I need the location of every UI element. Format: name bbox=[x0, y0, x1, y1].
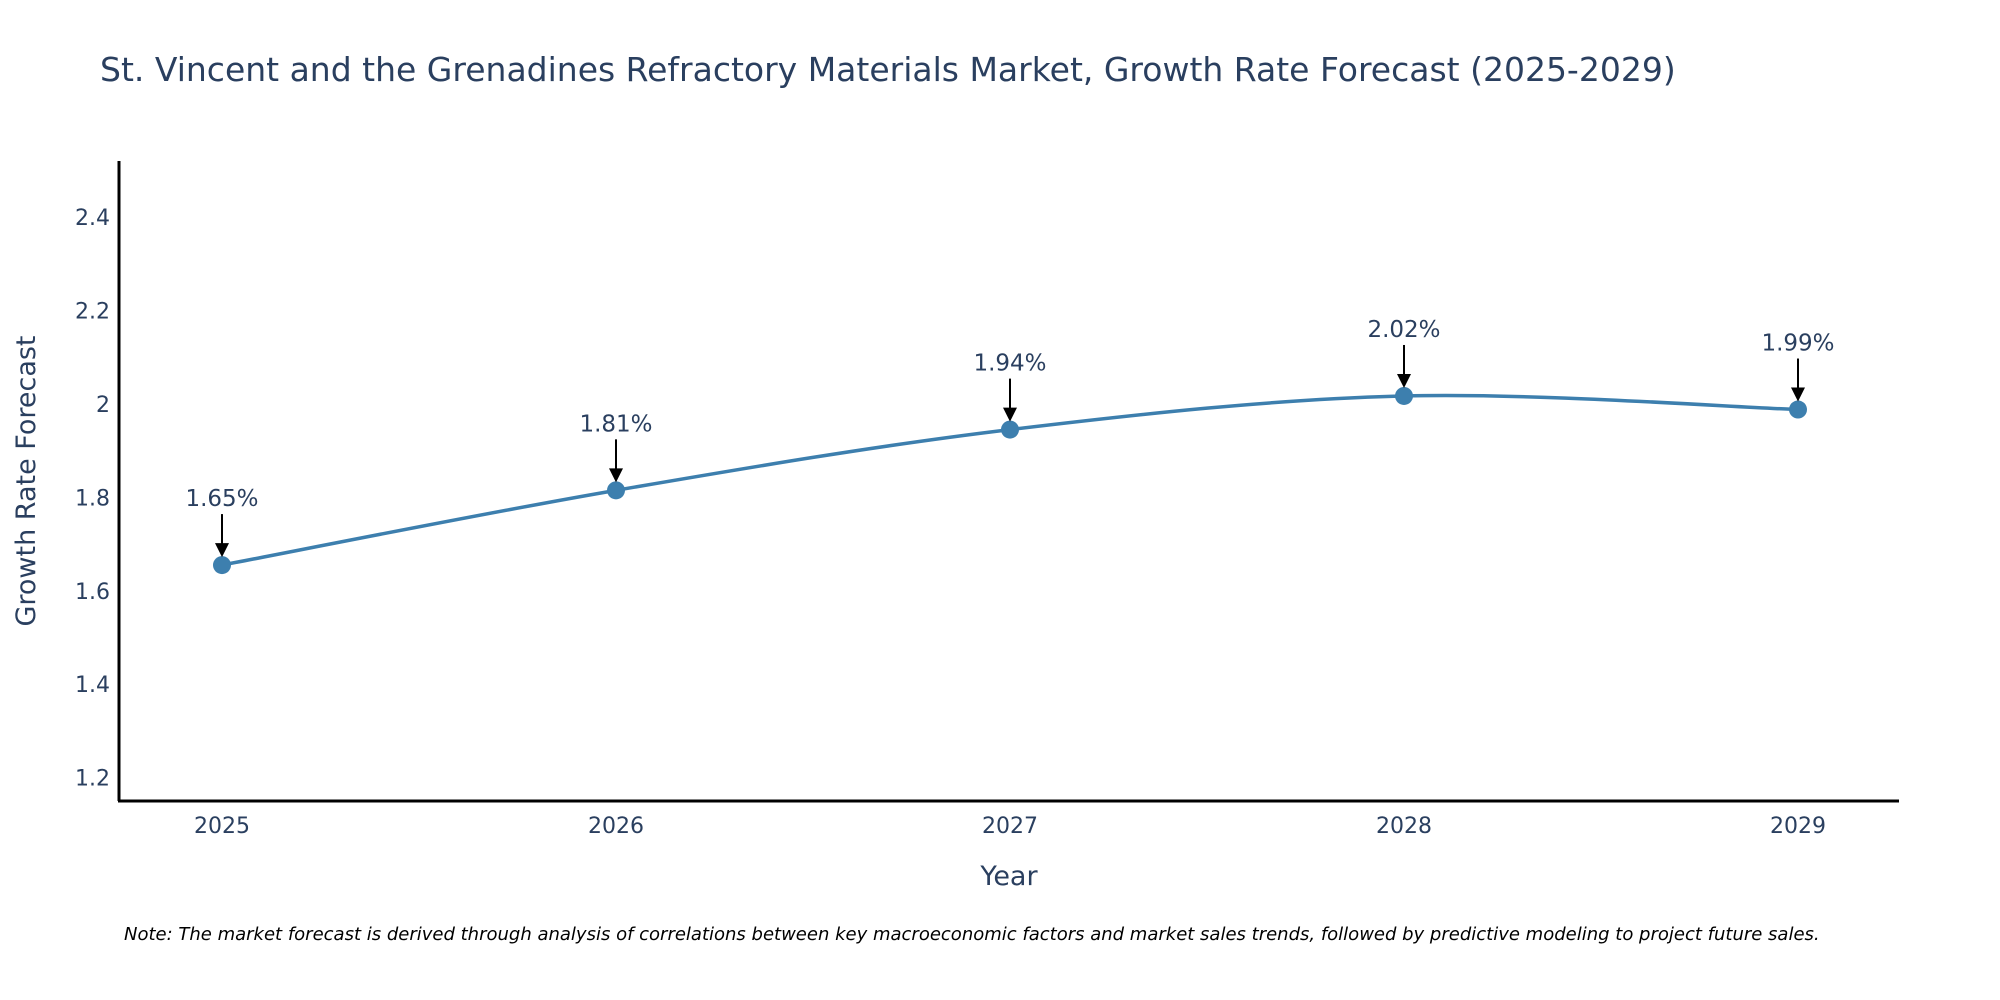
data-point bbox=[607, 481, 625, 500]
data-point bbox=[1789, 400, 1807, 419]
y-tick-label: 1.2 bbox=[75, 767, 110, 792]
annotation-arrow-head bbox=[1791, 387, 1805, 402]
y-tick-label: 1.4 bbox=[75, 673, 110, 698]
x-tick-label: 2029 bbox=[1770, 814, 1826, 839]
x-tick-label: 2028 bbox=[1376, 814, 1432, 839]
data-label: 1.81% bbox=[579, 411, 652, 437]
data-markers bbox=[213, 386, 1807, 575]
x-axis-title: Year bbox=[979, 861, 1038, 892]
y-axis-title: Growth Rate Forecast bbox=[11, 335, 42, 626]
data-annotations: 1.65% 1.81% 1.94% 2.02% 1.99% bbox=[185, 317, 1835, 558]
data-label: 1.65% bbox=[185, 486, 258, 512]
chart-title: St. Vincent and the Grenadines Refractor… bbox=[100, 50, 1676, 89]
annotation-arrow-head bbox=[1003, 407, 1017, 422]
data-label: 1.94% bbox=[973, 351, 1046, 377]
x-tick-label: 2025 bbox=[194, 814, 250, 839]
footnote: Note: The market forecast is derived thr… bbox=[124, 924, 1820, 945]
data-label: 2.02% bbox=[1367, 317, 1440, 343]
data-point bbox=[1395, 386, 1413, 405]
annotation-arrow-head bbox=[1397, 373, 1411, 388]
data-label: 1.99% bbox=[1761, 331, 1834, 357]
data-point bbox=[1001, 420, 1019, 439]
y-tick-labels: 1.2 1.4 1.6 1.8 2 2.2 2.4 bbox=[75, 206, 110, 792]
x-tick-labels: 2025 2026 2027 2028 2029 bbox=[194, 814, 1826, 839]
y-tick-label: 2 bbox=[96, 393, 110, 418]
annotation-arrow-head bbox=[215, 543, 229, 558]
x-tick-label: 2026 bbox=[588, 814, 644, 839]
y-tick-label: 1.6 bbox=[75, 580, 110, 605]
x-tick-label: 2027 bbox=[982, 814, 1038, 839]
y-tick-label: 1.8 bbox=[75, 486, 110, 511]
annotation-arrow-head bbox=[609, 468, 623, 483]
y-tick-label: 2.4 bbox=[75, 206, 110, 231]
data-point bbox=[213, 556, 231, 575]
y-tick-label: 2.2 bbox=[75, 299, 110, 324]
